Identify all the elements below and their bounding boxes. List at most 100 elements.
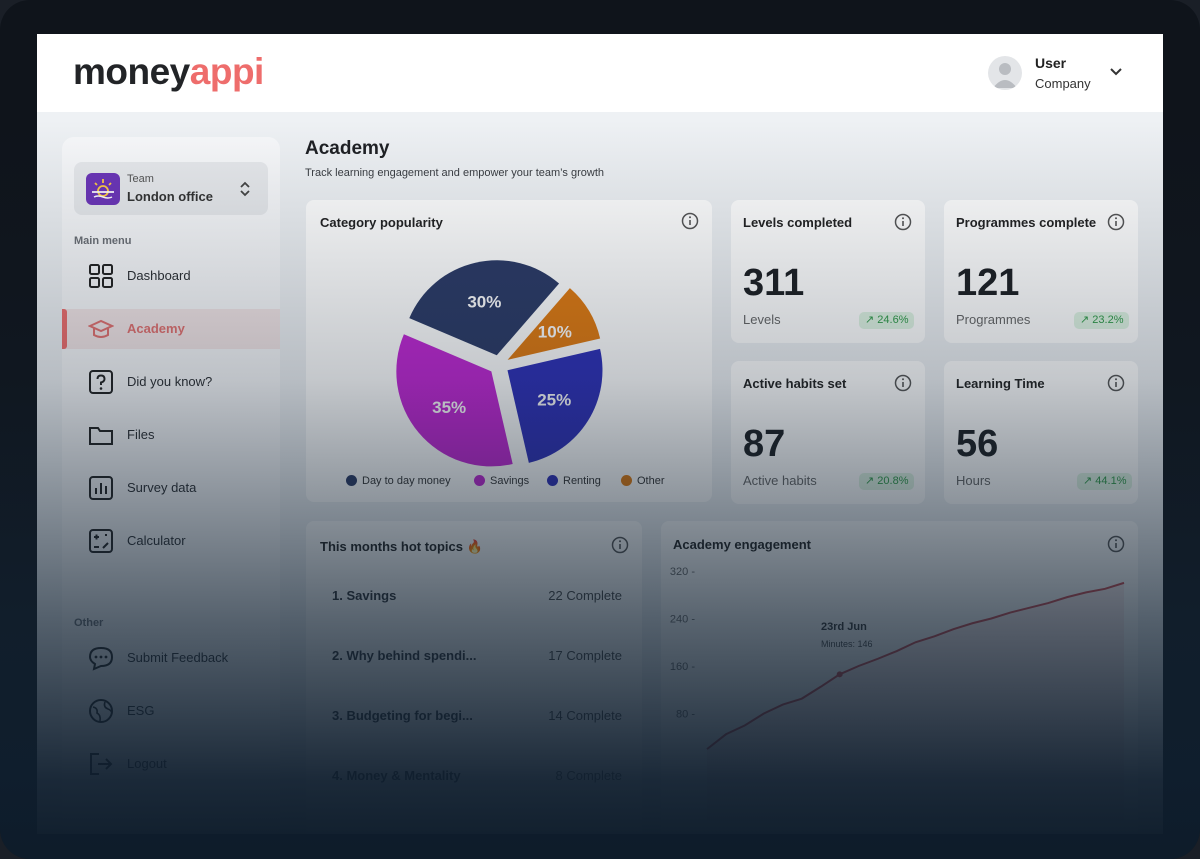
pie-slice-label: 35% bbox=[432, 398, 466, 417]
info-icon[interactable] bbox=[1107, 535, 1125, 553]
trend-up-icon: ↗ bbox=[865, 475, 878, 487]
app-screen: moneyappi User Company bbox=[37, 34, 1163, 834]
card-title: Active habits set bbox=[743, 376, 847, 391]
y-tick-label: 320 - bbox=[670, 566, 695, 578]
info-icon[interactable] bbox=[1107, 374, 1125, 392]
chevron-updown-icon[interactable] bbox=[238, 180, 252, 198]
category-popularity-card: Category popularity 30% 10% 25% 35% Day to … bbox=[306, 200, 712, 502]
team-name: London office bbox=[127, 189, 213, 204]
stat-card-learning-time: Learning Time 56 Hours ↗ 44.1% bbox=[944, 361, 1138, 504]
pie-slice-label: 30% bbox=[467, 293, 501, 312]
topic-name: 1. Savings bbox=[332, 588, 397, 603]
sidebar-item-academy[interactable]: Academy bbox=[62, 309, 280, 349]
card-title: This months hot topics 🔥 bbox=[320, 539, 483, 554]
sidebar-item-label: ESG bbox=[127, 703, 155, 718]
legend-label: Savings bbox=[490, 475, 530, 487]
topic-count: 8 Complete bbox=[555, 768, 622, 783]
trend-badge: ↗ 24.6% bbox=[859, 312, 915, 329]
stat-card-programmes: Programmes complete 121 Programmes ↗ 23.… bbox=[944, 200, 1138, 343]
topic-name: 2. Why behind spendi... bbox=[332, 648, 477, 663]
legend-dot bbox=[547, 474, 558, 486]
sidebar: Team London office Main menu Dashboard bbox=[62, 137, 280, 834]
sidebar-item-esg[interactable]: ESG bbox=[62, 691, 280, 731]
trend-value: 23.2% bbox=[1092, 314, 1124, 326]
sidebar-item-survey-data[interactable]: Survey data bbox=[62, 468, 280, 508]
user-avatar-icon bbox=[993, 63, 1017, 88]
stat-unit: Active habits bbox=[743, 473, 817, 488]
page-title: Academy bbox=[305, 138, 390, 159]
graduation-cap-icon bbox=[88, 319, 114, 338]
info-icon[interactable] bbox=[1107, 213, 1125, 231]
y-tick-label: 160 - bbox=[670, 661, 695, 673]
sidebar-item-dashboard[interactable]: Dashboard bbox=[62, 256, 280, 296]
sidebar-item-label: Logout bbox=[127, 756, 167, 771]
legend-dot bbox=[621, 474, 632, 486]
hot-topics-card: This months hot topics 🔥 1. Savings 22 C… bbox=[306, 521, 642, 834]
bar-chart-icon bbox=[89, 476, 113, 500]
legend-item: Day to day money bbox=[346, 474, 451, 487]
trend-badge: ↗ 44.1% bbox=[1077, 473, 1133, 490]
info-icon[interactable] bbox=[611, 536, 629, 554]
legend-dot bbox=[346, 474, 357, 486]
stat-unit: Programmes bbox=[956, 312, 1031, 327]
sidebar-item-label: Files bbox=[127, 427, 155, 442]
sidebar-item-did-you-know[interactable]: Did you know? bbox=[62, 362, 280, 402]
logo-part1: money bbox=[73, 51, 190, 92]
stat-value: 87 bbox=[743, 423, 786, 465]
stat-card-levels: Levels completed 311 Levels ↗ 24.6% bbox=[731, 200, 925, 343]
topic-count: 17 Complete bbox=[548, 648, 622, 663]
pie-slice-label: 25% bbox=[537, 390, 571, 409]
trend-up-icon: ↗ bbox=[1080, 314, 1093, 326]
highlight-point[interactable] bbox=[836, 671, 843, 678]
chevron-down-icon[interactable] bbox=[1109, 64, 1123, 78]
other-label: Other bbox=[74, 617, 104, 629]
stat-value: 56 bbox=[956, 423, 999, 465]
sidebar-item-label: Calculator bbox=[127, 533, 186, 548]
sidebar-item-submit-feedback[interactable]: Submit Feedback bbox=[62, 638, 280, 678]
user-name: User bbox=[1035, 55, 1067, 71]
brand-logo[interactable]: moneyappi bbox=[73, 50, 264, 94]
logo-part2: appi bbox=[189, 51, 265, 92]
line-area-fill bbox=[707, 582, 1124, 821]
trend-value: 24.6% bbox=[877, 314, 909, 326]
team-sunrise-icon bbox=[86, 173, 120, 205]
line-chart: 320 - 240 - 160 - 80 - bbox=[670, 566, 1125, 821]
stat-card-habits: Active habits set 87 Active habits ↗ 20.… bbox=[731, 361, 925, 504]
y-tick-label: 240 - bbox=[670, 614, 695, 626]
topic-name: 3. Budgeting for begi... bbox=[332, 708, 473, 723]
sidebar-item-label: Did you know? bbox=[127, 374, 213, 389]
sidebar-item-label: Dashboard bbox=[127, 268, 191, 283]
trend-value: 44.1% bbox=[1095, 475, 1127, 487]
avatar[interactable] bbox=[988, 56, 1022, 90]
page-subtitle: Track learning engagement and empower yo… bbox=[305, 167, 604, 179]
pie-slice-label: 10% bbox=[538, 322, 572, 341]
trend-value: 20.8% bbox=[877, 475, 909, 487]
trend-badge: ↗ 20.8% bbox=[859, 473, 915, 490]
info-icon[interactable] bbox=[894, 213, 912, 231]
legend-item: Renting bbox=[547, 474, 601, 487]
legend-label: Renting bbox=[563, 475, 601, 487]
y-tick-label: 80 - bbox=[676, 709, 695, 721]
info-icon[interactable] bbox=[681, 212, 699, 230]
legend-dot bbox=[474, 474, 485, 486]
legend-label: Day to day money bbox=[362, 475, 451, 487]
sidebar-item-label: Submit Feedback bbox=[127, 650, 229, 665]
sidebar-item-calculator[interactable]: Calculator bbox=[62, 521, 280, 561]
team-selector[interactable]: Team London office bbox=[74, 162, 268, 215]
main-menu-label: Main menu bbox=[74, 235, 132, 247]
tooltip-value: Minutes: 146 bbox=[821, 639, 873, 649]
grid-icon bbox=[89, 264, 113, 288]
info-icon[interactable] bbox=[894, 374, 912, 392]
topic-count: 14 Complete bbox=[548, 708, 622, 723]
trend-up-icon: ↗ bbox=[865, 314, 878, 326]
stat-value: 311 bbox=[743, 262, 805, 304]
sidebar-item-logout[interactable]: Logout bbox=[62, 744, 280, 784]
trend-up-icon: ↗ bbox=[1083, 475, 1096, 487]
sidebar-item-files[interactable]: Files bbox=[62, 415, 280, 455]
sidebar-item-label: Academy bbox=[127, 321, 185, 336]
legend-label: Other bbox=[637, 475, 665, 487]
user-company: Company bbox=[1035, 76, 1091, 91]
card-title: Programmes complete bbox=[956, 215, 1097, 230]
card-title: Academy engagement bbox=[673, 537, 811, 552]
globe-icon bbox=[89, 699, 113, 723]
